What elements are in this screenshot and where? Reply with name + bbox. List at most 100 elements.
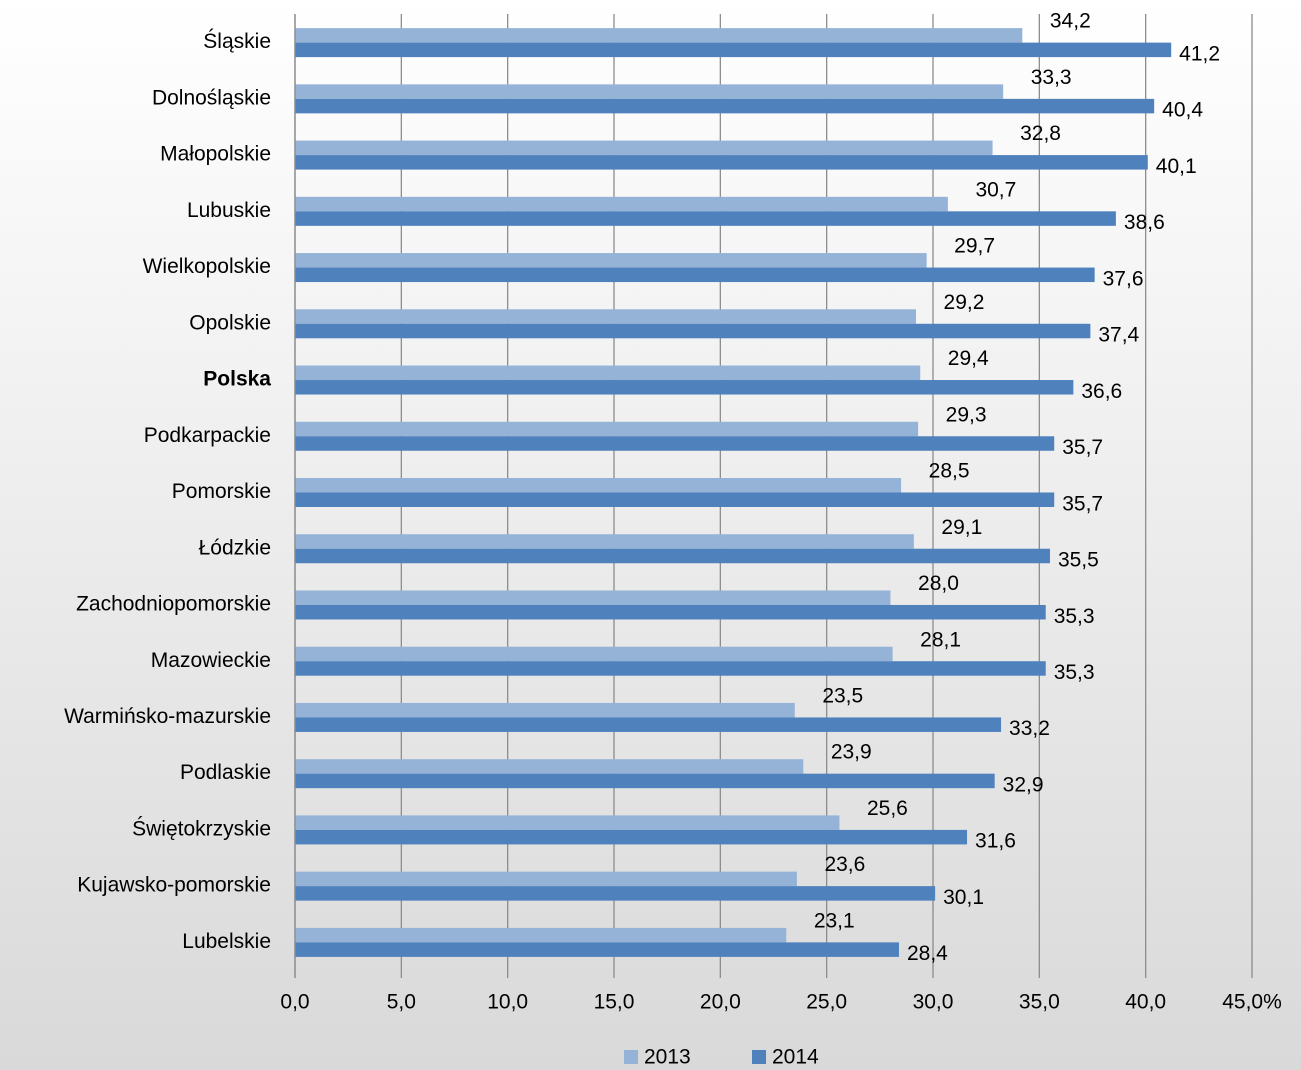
y-tick-label: Warmińsko-mazurskie [64,705,271,728]
y-tick-label: Polska [203,368,271,391]
bar [295,492,1055,507]
bar [295,211,1116,226]
bar [295,815,840,830]
data-label: 34,2 [1050,10,1091,33]
y-tick-label: Podkarpackie [144,424,271,447]
legend-label: 2014 [772,1046,819,1069]
bar [295,267,1095,283]
bar [295,140,993,156]
bar [295,42,1172,58]
bar [295,436,1055,451]
legend-swatch [752,1050,766,1064]
bar [295,927,787,943]
x-tick-label: 10,0 [487,991,528,1014]
data-label: 36,6 [1081,380,1122,403]
data-label: 23,6 [824,853,865,876]
data-label: 29,1 [941,516,982,539]
x-tick-label: 0,0 [280,991,309,1014]
data-label: 40,1 [1156,155,1197,178]
y-tick-label: Mazowieckie [151,649,271,672]
data-label: 29,2 [944,291,985,314]
bar [295,717,1002,732]
bar [295,155,1148,170]
bar [295,253,927,268]
data-label: 35,7 [1062,492,1103,515]
data-label: 28,1 [920,628,961,651]
x-tick-label: 40,0 [1125,991,1166,1014]
bar [295,548,1050,564]
bar [295,773,995,789]
bar [295,323,1091,339]
data-label: 29,7 [954,235,995,258]
bar [295,478,902,493]
legend-label: 2013 [644,1046,691,1069]
bar [295,604,1046,620]
y-tick-label: Zachodniopomorskie [76,593,271,616]
bar [295,84,1004,99]
data-label: 35,7 [1062,436,1103,459]
data-label: 38,6 [1124,211,1165,234]
x-tick-label: 15,0 [594,991,635,1014]
bar [295,196,948,212]
y-tick-label: Wielkopolskie [143,255,271,278]
data-label: 23,1 [814,909,855,932]
y-tick-label: Małopolskie [160,143,271,166]
data-label: 31,6 [975,830,1016,853]
bar [295,309,916,324]
bar [295,28,1023,43]
x-tick-label: 25,0 [806,991,847,1014]
y-tick-label: Opolskie [189,311,271,334]
data-label: 30,7 [975,178,1016,201]
bar [295,534,914,549]
data-label: 37,6 [1103,267,1144,290]
y-tick-label: Kujawsko-pomorskie [77,874,271,897]
data-label: 32,9 [1003,773,1044,796]
y-tick-label: Świętokrzyskie [132,816,271,840]
bar [295,365,921,381]
bar [295,98,1155,114]
bar [295,646,893,662]
data-label: 25,6 [867,797,908,820]
data-label: 28,4 [907,942,948,965]
data-label: 29,4 [948,347,989,370]
bar [295,421,919,437]
data-label: 29,3 [946,403,987,426]
data-label: 28,5 [929,460,970,483]
data-label: 37,4 [1098,324,1139,347]
data-label: 35,3 [1054,661,1095,684]
x-tick-label: 20,0 [700,991,741,1014]
bar [295,702,795,718]
y-tick-label: Dolnośląskie [152,86,271,109]
data-label: 40,4 [1162,99,1203,122]
data-label: 35,3 [1054,605,1095,628]
bar [295,886,936,901]
y-tick-label: Śląskie [203,29,271,53]
x-tick-label: 35,0 [1019,991,1060,1014]
bar [295,942,899,957]
data-label: 32,8 [1020,122,1061,145]
data-label: 23,9 [831,741,872,764]
bar [295,829,968,845]
bar [295,380,1074,395]
y-tick-label: Podlaskie [180,761,271,784]
x-tick-label: 30,0 [913,991,954,1014]
y-tick-label: Lubuskie [187,199,271,222]
y-tick-label: Łódzkie [199,536,271,559]
bar [295,590,891,605]
bar [295,661,1046,676]
x-tick-label: 45,0% [1222,991,1282,1014]
data-label: 23,5 [822,684,863,707]
data-label: 35,5 [1058,549,1099,572]
bar [295,871,797,887]
y-tick-label: Lubelskie [182,930,271,953]
data-label: 30,1 [943,886,984,909]
data-label: 28,0 [918,572,959,595]
y-tick-label: Pomorskie [172,480,271,503]
data-label: 33,2 [1009,717,1050,740]
legend-swatch [624,1050,638,1064]
bar [295,759,804,774]
x-tick-label: 5,0 [387,991,416,1014]
data-label: 33,3 [1031,66,1072,89]
data-label: 41,2 [1179,42,1220,65]
